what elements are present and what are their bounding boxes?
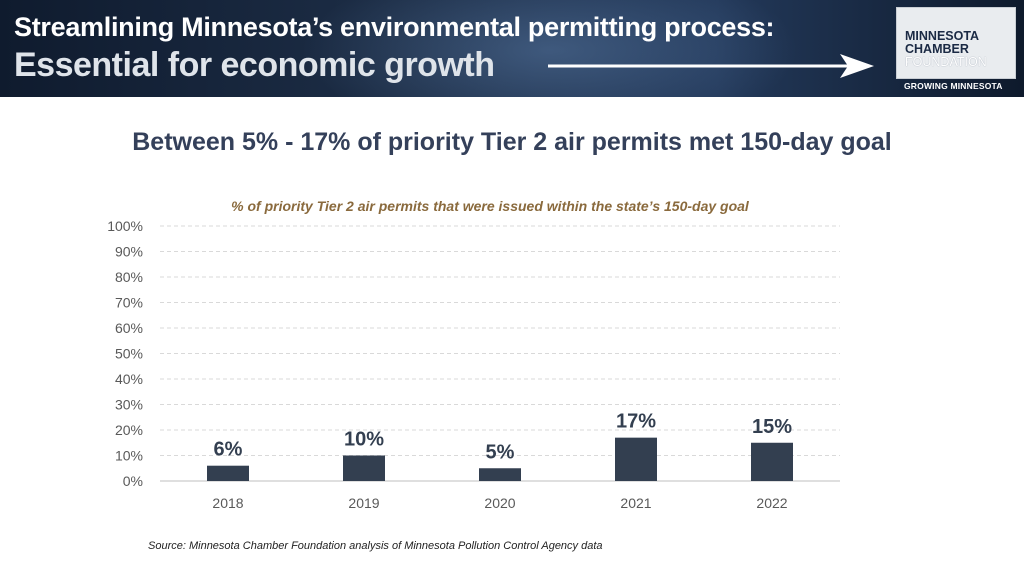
- slide-title: Between 5% - 17% of priority Tier 2 air …: [132, 128, 892, 156]
- chart-gridlines: [160, 225, 840, 482]
- x-axis: 2018 2019 2020 2021 2022: [212, 495, 787, 511]
- y-tick-label: 90%: [115, 244, 143, 260]
- source-note: Source: Minnesota Chamber Foundation ana…: [148, 540, 603, 552]
- bar-2020: [479, 468, 521, 481]
- y-tick-label: 10%: [115, 448, 143, 464]
- data-label-2019: 10%: [344, 429, 384, 451]
- y-tick-label: 40%: [115, 371, 143, 387]
- x-tick-label: 2018: [212, 495, 243, 511]
- x-tick-label: 2021: [620, 495, 651, 511]
- data-label-2020: 5%: [486, 441, 515, 463]
- header-banner: Streamlining Minnesota’s environmental p…: [0, 0, 1024, 97]
- y-tick-label: 70%: [115, 295, 143, 311]
- logo-text-chamber: CHAMBER: [905, 42, 969, 56]
- bar-2018: [207, 465, 249, 481]
- banner-glow: [300, 0, 800, 97]
- data-label-2022: 15%: [752, 416, 792, 438]
- x-tick-label: 2022: [756, 495, 787, 511]
- y-tick-label: 60%: [115, 320, 143, 336]
- chart-title: % of priority Tier 2 air permits that we…: [231, 198, 750, 214]
- chart-bars: [207, 437, 793, 481]
- x-tick-label: 2020: [484, 495, 515, 511]
- y-axis: 0% 10% 20% 30% 40% 50% 60% 70% 80% 90% 100%: [107, 218, 143, 489]
- data-label-2018: 6%: [214, 439, 243, 461]
- banner-subheadline: Essential for economic growth: [14, 46, 495, 84]
- logo: MINNESOTA CHAMBER FOUNDATION: [896, 7, 1016, 79]
- y-tick-label: 30%: [115, 397, 143, 413]
- y-tick-label: 0%: [123, 473, 143, 489]
- tagline: GROWING MINNESOTA: [904, 81, 1003, 91]
- data-labels: 6% 10% 5% 17% 15%: [214, 411, 793, 464]
- x-tick-label: 2019: [348, 495, 379, 511]
- logo-text-minnesota: MINNESOTA: [905, 29, 980, 43]
- y-tick-label: 80%: [115, 269, 143, 285]
- y-tick-label: 50%: [115, 346, 143, 362]
- bar-2019: [343, 455, 385, 481]
- logo-text-foundation: FOUNDATION: [905, 55, 987, 69]
- data-label-2021: 17%: [616, 411, 656, 433]
- arrow-right-icon: [548, 54, 874, 78]
- banner-headline: Streamlining Minnesota’s environmental p…: [14, 12, 775, 42]
- y-tick-label: 100%: [107, 218, 143, 234]
- bar-2021: [615, 437, 657, 481]
- bar-2022: [751, 442, 793, 481]
- y-tick-label: 20%: [115, 422, 143, 438]
